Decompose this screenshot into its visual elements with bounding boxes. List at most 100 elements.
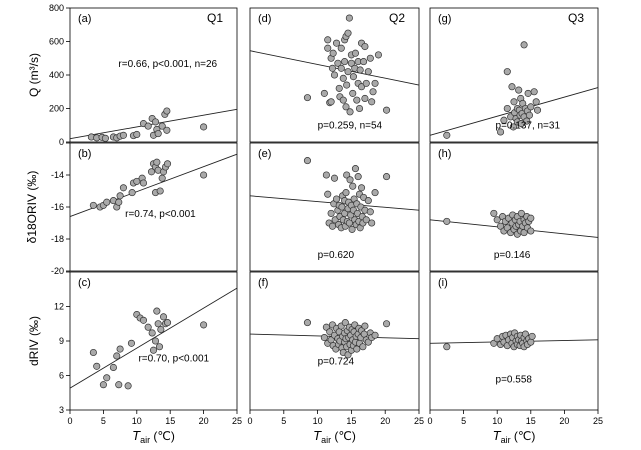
data-point (116, 345, 124, 353)
x-tick-label: 10 (132, 416, 142, 426)
data-point (128, 189, 136, 197)
data-point (93, 362, 101, 370)
data-point (151, 337, 160, 345)
x-tick-label: 10 (492, 416, 502, 426)
data-point (332, 195, 341, 203)
x-tick-label: 10 (313, 416, 323, 426)
panel-frame (429, 142, 599, 272)
data-point (139, 316, 148, 324)
x-axis-label: Tair (℃) (493, 428, 536, 445)
data-point (354, 173, 362, 181)
data-point (163, 319, 172, 327)
data-point (119, 184, 127, 192)
y-tick-label: -16 (51, 202, 64, 212)
data-point (101, 134, 109, 142)
data-point (362, 216, 370, 224)
data-point (503, 224, 511, 232)
quarter-label: Q3 (568, 11, 584, 25)
data-point (528, 332, 536, 340)
data-point (366, 54, 374, 62)
data-point (322, 171, 330, 179)
data-point (139, 179, 148, 187)
x-tick-label: 0 (427, 416, 432, 426)
data-point (144, 323, 152, 331)
data-point (156, 187, 164, 195)
data-point (89, 201, 97, 209)
panel-a: 0 200 400 600 800 (a) Q1 r=0.66, p<0.001, n=26 (49, 3, 238, 147)
x-axis-label-unit: (℃) (150, 429, 175, 443)
data-point (320, 89, 328, 97)
stat-annotation: p=0.558 (496, 374, 533, 385)
data-point (497, 128, 505, 136)
data-point (151, 118, 160, 126)
quarter-label: Q1 (207, 11, 223, 25)
data-point (383, 106, 391, 114)
x-axis-label-main: T (493, 428, 502, 443)
data-point (368, 98, 376, 106)
data-point (349, 182, 357, 190)
data-point (133, 130, 141, 139)
data-point (357, 83, 366, 91)
data-point (525, 111, 534, 119)
panel-b: -20 -18 -16 -14 (b) r=0.74, p<0.001 (51, 142, 238, 276)
y-tick-label: 12 (54, 302, 64, 312)
data-point (443, 131, 451, 139)
panel-d: (d) Q2 p=0.259, n=54 (249, 7, 420, 143)
data-point (349, 73, 357, 81)
data-point (127, 339, 136, 347)
data-point (154, 320, 162, 328)
data-point (339, 96, 347, 104)
y-tick-label: -20 (51, 266, 64, 276)
data-point (517, 209, 525, 217)
y-tick-label: -14 (51, 170, 64, 180)
data-point (361, 94, 369, 103)
stat-annotation: p=0.724 (318, 356, 355, 367)
data-point (371, 331, 379, 339)
data-point (360, 58, 368, 66)
data-point (383, 320, 391, 328)
y-tick-label: 0 (59, 137, 64, 147)
data-point (508, 83, 516, 91)
y-axis-label: dRIV (‰) (27, 316, 41, 366)
x-tick-label: 25 (414, 416, 424, 426)
data-point (345, 14, 353, 22)
data-point (490, 209, 498, 217)
data-point (362, 79, 370, 87)
data-point (371, 79, 379, 87)
y-axis-label: Q (m³/s) (27, 53, 41, 97)
data-point (329, 49, 337, 57)
x-tick-label: 5 (461, 416, 466, 426)
data-point (366, 208, 374, 216)
data-point (148, 329, 156, 337)
y-tick-label: 9 (59, 336, 64, 346)
quarter-label: Q2 (389, 11, 405, 25)
data-point (338, 203, 346, 211)
data-point (200, 321, 208, 329)
panel-label: (a) (78, 13, 91, 25)
data-point (119, 131, 127, 139)
data-point (144, 122, 152, 130)
x-axis-label-unit: (℃) (331, 429, 356, 443)
data-point (343, 81, 351, 89)
data-point (330, 174, 339, 182)
data-point (159, 313, 168, 321)
data-point (500, 116, 508, 124)
data-point (200, 123, 208, 131)
data-point (155, 343, 164, 351)
data-point (103, 198, 111, 206)
data-point (527, 227, 535, 235)
data-point (89, 348, 97, 357)
stat-annotation: p=0.137, n=31 (496, 121, 561, 132)
data-point (515, 86, 523, 94)
data-point (328, 64, 337, 72)
stat-annotation: r=0.66, p<0.001, n=26 (118, 59, 217, 70)
x-tick-label: 15 (346, 416, 356, 426)
x-tick-label: 5 (101, 416, 106, 426)
data-point (103, 374, 111, 382)
data-point (532, 98, 540, 106)
data-point (520, 229, 528, 237)
stat-annotation: r=0.70, p<0.001 (138, 354, 209, 365)
data-point (353, 96, 361, 104)
panel-c: 3 6 9 12 0 5 10 15 20 25 (c) r=0.70, p<0.001 (54, 271, 242, 426)
data-point (342, 189, 350, 197)
